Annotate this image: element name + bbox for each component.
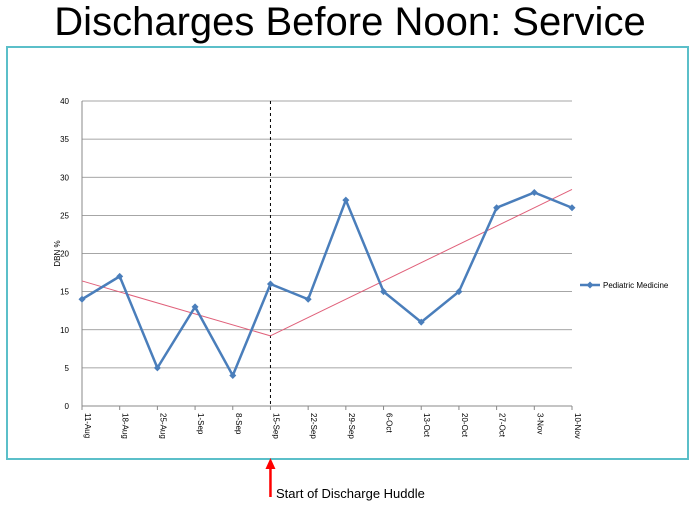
data-point bbox=[530, 189, 538, 196]
y-tick-label: 35 bbox=[60, 135, 69, 144]
data-point bbox=[153, 364, 161, 372]
y-tick-label: 20 bbox=[60, 250, 69, 259]
grid-layer bbox=[82, 100, 572, 406]
x-tick-label: 20-Oct bbox=[460, 413, 469, 438]
series-layer bbox=[78, 189, 576, 379]
y-tick-label: 5 bbox=[65, 364, 70, 373]
data-point bbox=[493, 204, 501, 212]
y-tick-label: 10 bbox=[60, 326, 69, 335]
x-tick-label: 1-Sep bbox=[196, 413, 205, 435]
x-tick-label: 8-Sep bbox=[234, 413, 243, 435]
legend-label: Pediatric Medicine bbox=[603, 281, 669, 290]
x-tick-label: 18-Aug bbox=[121, 413, 130, 439]
label-layer: 11-Aug 18-Aug 25-Aug 1-Sep 8-Sep 15-Sep 22-Sep… bbox=[83, 413, 582, 439]
data-point bbox=[191, 303, 199, 311]
data-point bbox=[78, 295, 86, 303]
x-tick-label: 27-Oct bbox=[498, 413, 507, 438]
chart-frame bbox=[6, 46, 689, 460]
arrow-head bbox=[265, 458, 276, 469]
y-tick-label: 30 bbox=[60, 173, 69, 182]
y-axis-label: DBN % bbox=[53, 240, 62, 266]
x-tick-label: 22-Sep bbox=[309, 413, 318, 439]
data-point bbox=[266, 280, 274, 288]
data-point bbox=[455, 288, 463, 296]
y-tick-label: 15 bbox=[60, 288, 69, 297]
x-tick-label: 15-Sep bbox=[271, 413, 280, 439]
x-tick-label: 13-Oct bbox=[422, 413, 431, 438]
data-point bbox=[116, 272, 124, 280]
legend: Pediatric Medicine bbox=[580, 281, 669, 290]
axis-layer: 0 5 10 15 20 25 30 35 40 DBN % bbox=[53, 97, 573, 411]
data-point bbox=[304, 295, 312, 303]
x-tick-label: 29-Sep bbox=[347, 413, 356, 439]
trend-layer bbox=[81, 189, 573, 337]
data-point bbox=[229, 372, 237, 379]
x-tick-label: 10-Nov bbox=[573, 413, 582, 439]
x-tick-label: 11-Aug bbox=[83, 413, 92, 438]
slide-title: Discharges Before Noon: Service bbox=[54, 0, 646, 44]
annotation-text: Start of Discharge Huddle bbox=[276, 486, 425, 501]
data-point bbox=[417, 318, 425, 326]
x-tick-label: 3-Nov bbox=[535, 413, 544, 434]
series-line bbox=[81, 191, 573, 379]
legend-marker bbox=[586, 281, 594, 289]
y-tick-label: 25 bbox=[60, 211, 69, 220]
annotation-arrow bbox=[265, 458, 276, 497]
data-point bbox=[568, 204, 576, 212]
data-point bbox=[380, 288, 388, 296]
data-point bbox=[342, 196, 350, 204]
x-tick-label: 6-Oct bbox=[385, 413, 394, 433]
y-tick-label: 0 bbox=[65, 402, 70, 411]
y-tick-label: 40 bbox=[60, 97, 69, 106]
x-tick-label: 25-Aug bbox=[158, 413, 167, 439]
trend-line bbox=[270, 189, 573, 337]
trend-line bbox=[81, 280, 271, 337]
